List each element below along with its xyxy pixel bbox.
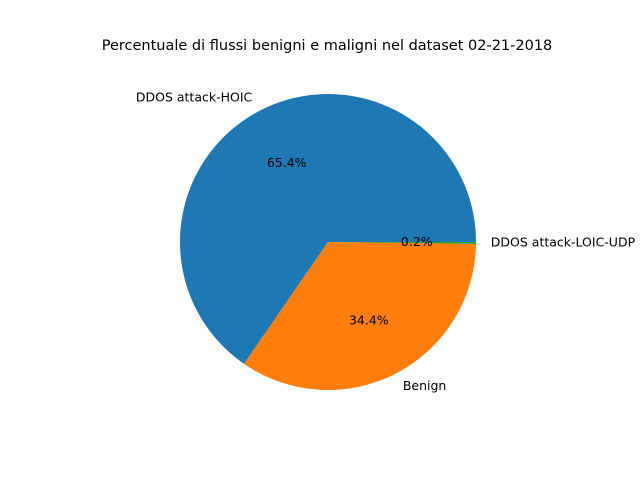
chart-title: Percentuale di flussi benigni e maligni … <box>102 38 553 54</box>
pie-slice-ddos-attack-hoic <box>180 94 476 364</box>
pie-slice-benign <box>244 242 476 390</box>
slice-label-ddos-attack-loic-udp: DDOS attack-LOIC-UDP <box>491 235 636 250</box>
pie-labels: DDOS attack-HOIC 65.4% Benign 34.4% DDOS att… <box>136 89 636 393</box>
slice-percent-benign: 34.4% <box>349 312 389 327</box>
pie-slices <box>180 94 476 390</box>
slice-percent-ddos-attack-hoic: 65.4% <box>267 155 307 170</box>
slice-label-benign: Benign <box>403 378 447 393</box>
slice-percent-ddos-attack-loic-udp: 0.2% <box>401 234 433 249</box>
pie-slice-ddos-attack-loic-udp <box>328 242 476 244</box>
slice-label-ddos-attack-hoic: DDOS attack-HOIC <box>136 89 253 104</box>
